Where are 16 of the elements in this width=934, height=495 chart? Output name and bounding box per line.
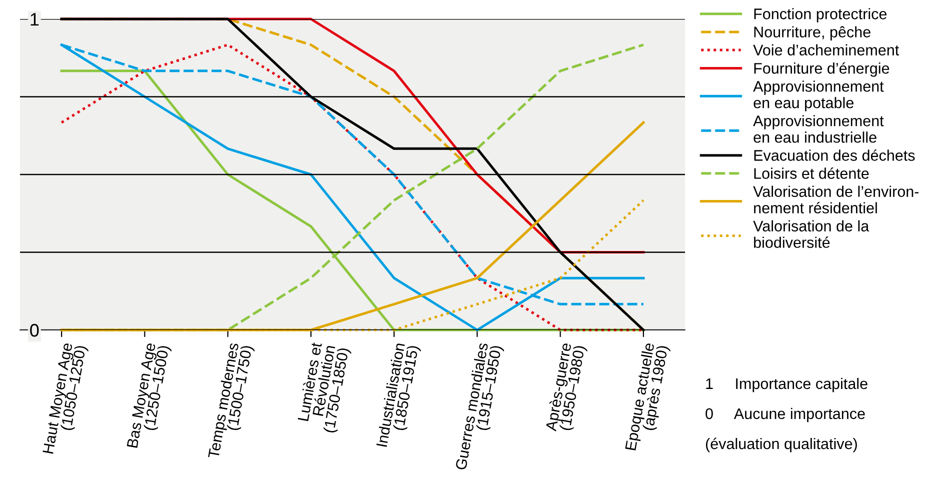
legend-label: Valorisation de la biodiversité [753, 220, 870, 248]
legend-label: Approvisionnement en eau industrielle [753, 115, 884, 143]
legend-label: Nourriture, pêche [754, 26, 870, 40]
x-tick-label: Epoque actuelle (après 1980) [624, 342, 671, 451]
legend-label: Evacuation des déchets [754, 149, 915, 161]
legend-label: Voie d’acheminement [753, 44, 900, 56]
text: 1 Importance capitale [706, 378, 868, 392]
legend-label: Loisirs et détente [754, 168, 869, 179]
legend-label: Valorisation de l’environ- nement résidentiel [753, 186, 919, 214]
y-tick-label: 1 [30, 13, 39, 26]
y-tick-label: 0 [30, 324, 39, 337]
text: 0 Aucune importance [706, 408, 865, 422]
legend-label: Fourniture d’énergie [754, 62, 890, 77]
legend-label: Fonction protectrice [754, 8, 887, 22]
legend-label: Approvisionnement en eau potable [753, 80, 884, 112]
text: (évaluation qualitative) [706, 438, 857, 452]
